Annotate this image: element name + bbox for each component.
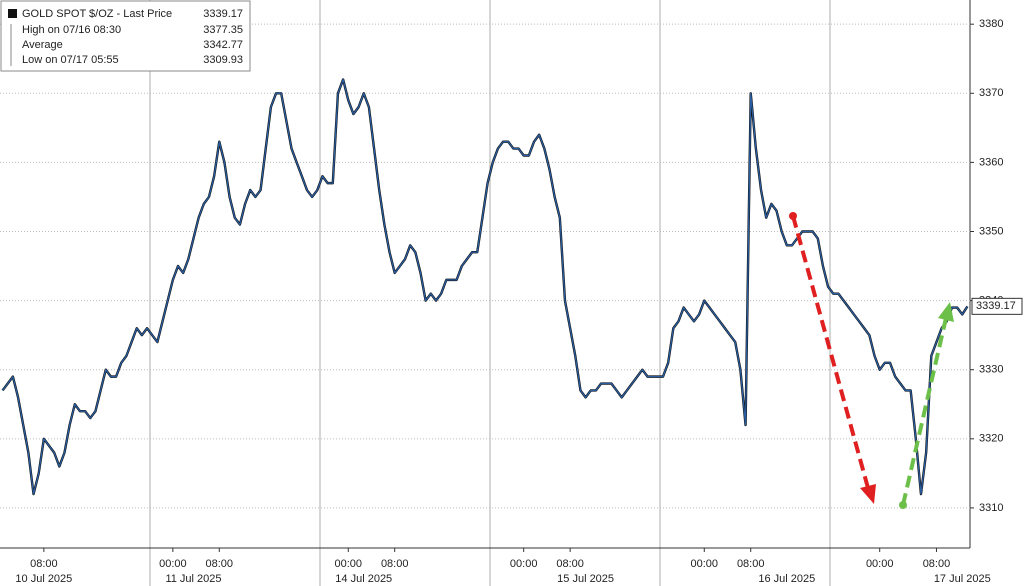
legend-label: GOLD SPOT $/OZ - Last Price [22,8,172,20]
x-date-label: 15 Jul 2025 [557,573,614,585]
x-date-label: 14 Jul 2025 [335,573,392,585]
last-price-box [971,297,1023,315]
y-tick-label: 3330 [979,364,1003,376]
x-tick-label: 08:00 [923,558,951,570]
arrow-dot [789,212,797,220]
down-arrow [791,215,870,489]
x-tick-label: 08:00 [556,558,584,570]
stat-value: 3309.93 [203,54,243,66]
x-tick-label: 08:00 [30,558,58,570]
stat-label: Average [22,39,63,51]
y-tick-label: 3310 [979,502,1003,514]
x-tick-label: 00:00 [335,558,363,570]
stat-label: High on 07/16 08:30 [22,24,121,36]
x-tick-label: 00:00 [159,558,187,570]
legend-swatch [8,9,17,18]
stat-value: 3377.35 [203,24,243,36]
x-date-label: 17 Jul 2025 [934,573,991,585]
x-tick-label: 00:00 [510,558,538,570]
last-price-label: 3339.17 [976,300,1016,312]
y-tick-label: 3360 [979,156,1003,168]
x-tick-label: 08:00 [381,558,409,570]
x-tick-label: 08:00 [737,558,765,570]
y-tick-label: 3370 [979,87,1003,99]
x-date-label: 10 Jul 2025 [15,573,72,585]
up-arrow [901,317,948,506]
legend-value: 3339.17 [203,8,243,20]
x-date-label: 11 Jul 2025 [165,573,221,585]
arrow-dot [899,501,907,509]
y-tick-label: 3320 [979,433,1003,445]
day-separators [149,0,831,586]
price-line [2,78,968,495]
legend-frame [0,0,251,72]
y-tick-label: 3380 [979,18,1003,30]
up-arrow-head [938,302,954,322]
annotation-arrows [789,212,954,509]
x-date-label: 16 Jul 2025 [758,573,815,585]
legend-box: GOLD SPOT $/OZ - Last Price 3339.17 High… [0,0,251,72]
stat-label: Low on 07/17 05:55 [22,54,119,66]
x-tick-label: 00:00 [866,558,894,570]
plot: 3310332033303340335033603370338008:0000:… [0,18,1023,585]
down-arrow-head [860,484,876,504]
y-tick-label: 3350 [979,225,1003,237]
x-tick-label: 08:00 [206,558,234,570]
stat-value: 3342.77 [203,39,243,51]
x-tick-label: 00:00 [691,558,719,570]
